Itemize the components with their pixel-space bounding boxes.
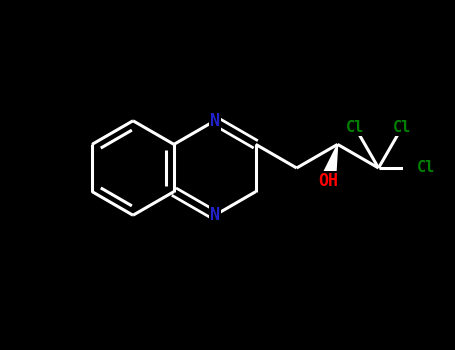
Text: OH: OH (318, 172, 338, 190)
Polygon shape (320, 144, 338, 183)
Text: Cl: Cl (417, 161, 435, 175)
Text: N: N (210, 206, 220, 224)
Text: Cl: Cl (393, 120, 411, 135)
Text: N: N (210, 112, 220, 130)
Text: Cl: Cl (346, 120, 364, 135)
